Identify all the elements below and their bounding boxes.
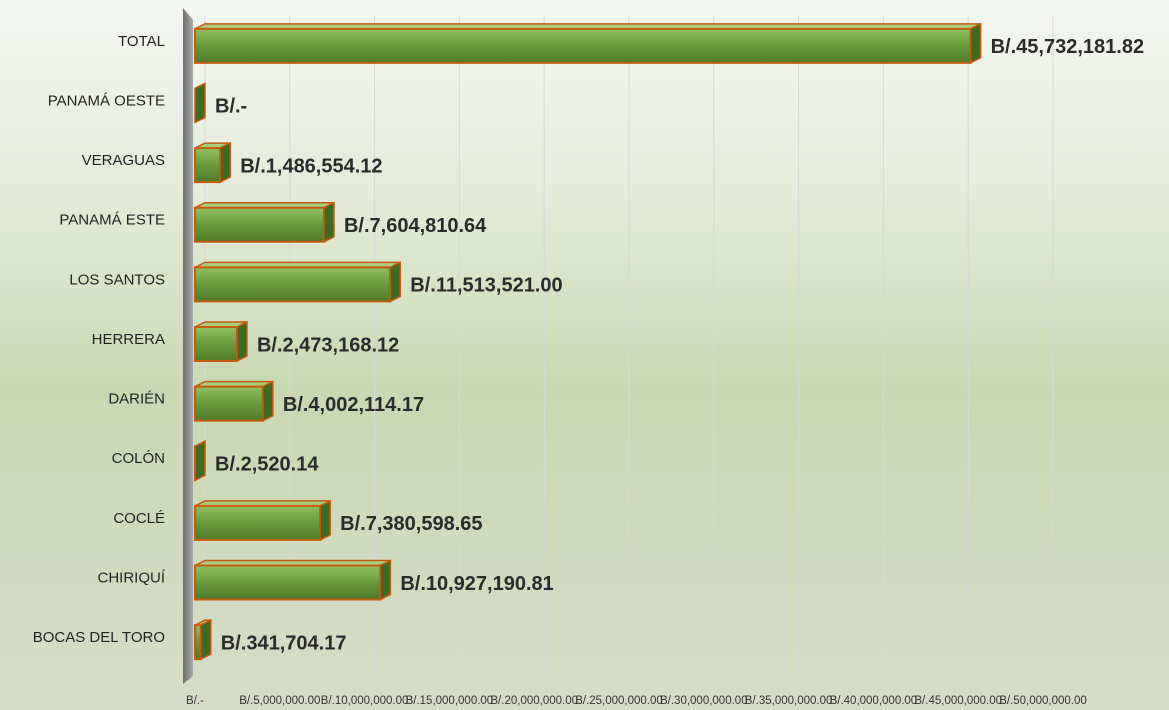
bar-side: [236, 320, 248, 363]
bar: [194, 266, 392, 303]
axis-wall: [183, 8, 193, 684]
bar: [194, 326, 238, 362]
y-tick-label: BOCAS DEL TORO: [33, 629, 165, 646]
bar-side: [194, 440, 206, 482]
value-label: B/.45,732,181.82: [991, 36, 1144, 58]
value-label: B/.7,604,810.64: [344, 215, 487, 237]
x-tick-label: B/.15,000,000.00: [406, 695, 494, 707]
bar: [194, 147, 222, 184]
value-label: B/.11,513,521.00: [410, 275, 562, 297]
y-tick-label: COCLÉ: [113, 510, 165, 527]
bar: [194, 564, 382, 601]
value-label: B/.1,486,554.12: [240, 155, 382, 177]
x-tick-label: B/.45,000,000.00: [914, 695, 1002, 707]
bar: [194, 27, 972, 64]
y-tick-label: DARIÉN: [108, 391, 165, 408]
bar-side: [200, 618, 212, 661]
value-label: B/.4,002,114.17: [283, 394, 424, 416]
bar: [194, 504, 322, 541]
x-tick-label: B/.35,000,000.00: [745, 695, 833, 707]
bar-side: [323, 201, 335, 243]
x-tick-label: B/.25,000,000.00: [575, 695, 663, 707]
y-tick-label: COLÓN: [112, 450, 165, 467]
bar: [194, 624, 202, 661]
value-label: B/.341,704.17: [221, 632, 347, 654]
y-tick-label: TOTAL: [118, 33, 165, 50]
bar-side: [262, 380, 274, 422]
x-tick-label: B/.-: [186, 695, 204, 707]
y-tick-label: CHIRIQUÍ: [98, 570, 166, 587]
value-label: B/.2,520.14: [215, 454, 319, 476]
x-tick-label: B/.20,000,000.00: [490, 695, 578, 707]
x-tick-label: B/.10,000,000.00: [321, 695, 409, 707]
bar-side: [194, 82, 206, 124]
x-tick-label: B/.5,000,000.00: [239, 695, 320, 707]
value-label: B/.-: [215, 96, 247, 118]
y-tick-label: HERRERA: [92, 331, 165, 348]
bar-side: [389, 261, 402, 303]
value-label: B/.2,473,168.12: [257, 334, 399, 356]
x-tick-label: B/.30,000,000.00: [660, 695, 748, 707]
bar-side: [969, 22, 982, 65]
y-tick-label: PANAMÁ OESTE: [48, 92, 165, 109]
x-tick-label: B/.40,000,000.00: [830, 695, 918, 707]
y-tick-label: VERAGUAS: [82, 152, 165, 169]
x-tick-label: B/.50,000,000.00: [999, 695, 1087, 707]
y-tick-label: LOS SANTOS: [69, 271, 165, 288]
bar-side: [319, 499, 331, 542]
bar-side: [379, 559, 392, 601]
bar-side: [219, 141, 231, 184]
value-label: B/.7,380,598.65: [340, 513, 482, 535]
value-label: B/.10,927,190.81: [400, 573, 553, 595]
bar: [194, 206, 325, 243]
bar: [194, 385, 264, 422]
y-tick-label: PANAMÁ ESTE: [59, 212, 165, 229]
